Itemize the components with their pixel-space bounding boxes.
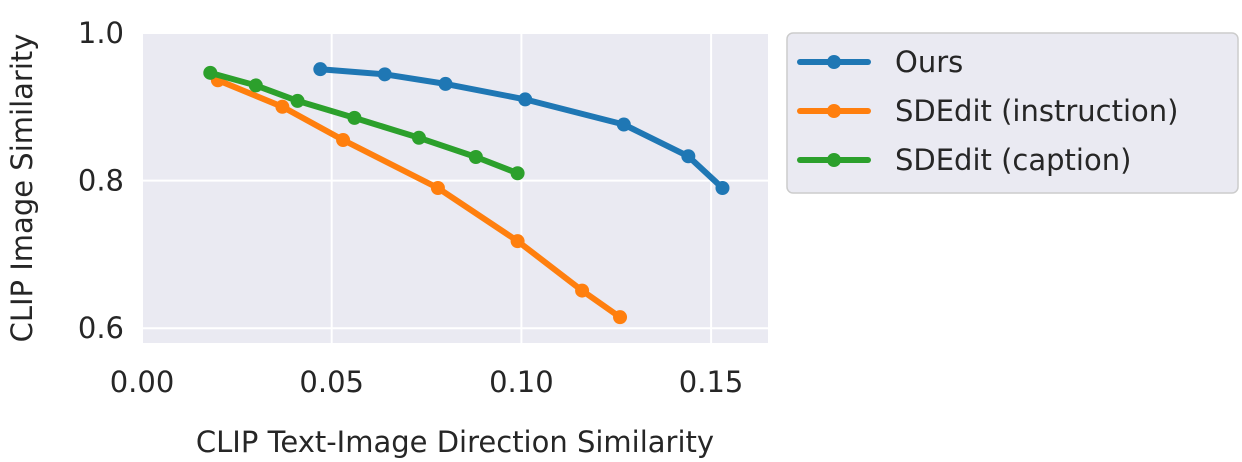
data-point (336, 133, 351, 148)
legend-label: SDEdit (caption) (895, 143, 1131, 177)
data-point (510, 234, 525, 249)
x-tick-label: 0.00 (110, 365, 175, 399)
data-point (468, 150, 483, 164)
x-axis-title: CLIP Text-Image Direction Similarity (196, 425, 714, 459)
data-point (616, 117, 631, 132)
legend-item-ours: Ours (797, 45, 963, 79)
data-point (715, 181, 730, 195)
data-point (275, 99, 290, 114)
legend: Ours SDEdit (instruction) SDEdit (caption) (786, 32, 1239, 194)
data-point (518, 92, 533, 107)
data-point (510, 166, 525, 181)
x-tick-label: 0.15 (679, 365, 744, 399)
data-point (347, 110, 362, 125)
data-point (681, 149, 696, 164)
x-tick-label: 0.05 (299, 365, 364, 399)
data-point (377, 67, 392, 82)
y-tick-label: 0.6 (78, 311, 124, 345)
legend-item-sdedit-caption: SDEdit (caption) (797, 143, 1131, 177)
data-point (438, 76, 453, 91)
y-tick-labels: 0.6 0.8 1.0 (78, 16, 124, 345)
grid-lines (141, 32, 768, 343)
y-tick-label: 1.0 (78, 16, 124, 50)
data-point (575, 283, 590, 298)
legend-swatch-marker (827, 153, 841, 167)
x-tick-label: 0.10 (489, 365, 554, 399)
legend-label: Ours (895, 45, 963, 79)
data-point (290, 93, 305, 108)
data-point (248, 78, 263, 93)
series-sdedit-caption (203, 65, 525, 181)
legend-swatch-marker (827, 55, 841, 69)
legend-box (786, 32, 1239, 194)
data-point (613, 310, 628, 325)
y-tick-label: 0.8 (78, 164, 124, 198)
y-axis-title: CLIP Image Similarity (5, 34, 39, 343)
data-point (411, 130, 426, 145)
legend-item-sdedit-instruction: SDEdit (instruction) (797, 94, 1178, 128)
legend-swatch-marker (827, 104, 841, 118)
legend-label: SDEdit (instruction) (895, 94, 1178, 128)
series-layer (203, 62, 730, 325)
data-point (313, 62, 328, 77)
series-ours (313, 62, 730, 195)
x-tick-labels: 0.00 0.05 0.10 0.15 (110, 365, 744, 399)
data-point (203, 65, 218, 80)
data-point (430, 181, 445, 195)
